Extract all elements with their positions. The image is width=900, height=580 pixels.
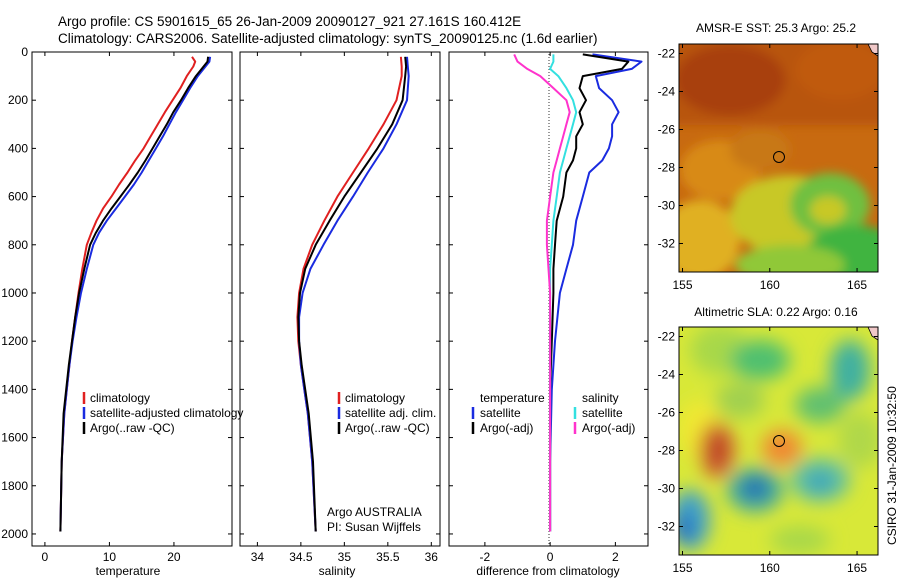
series-line-argo-raw-qc [297,56,408,532]
sst-map-title: AMSR-E SST: 25.3 Argo: 25.2 [696,21,856,35]
sla-heatmap [679,327,878,555]
x-tick-label: 20 [167,550,181,564]
sst-map-frame [678,43,879,273]
sst-map-ticks: 155 160 165 -22 -24 -26 -28 -30 -32 [658,44,878,292]
map-x-tick-label: 155 [672,278,692,292]
map-x-tick-label: 160 [760,278,780,292]
y-tick-label: 400 [8,141,28,155]
map-y-tick-label: -32 [658,237,676,251]
map-y-tick-label: -26 [658,406,676,420]
y-tick-label: 1600 [1,431,28,445]
difference-panel: -2 0 2 difference from climatology tempera… [448,51,649,578]
x-tick-label: 10 [103,550,117,564]
x-tick-label: 34.5 [289,550,313,564]
sla-map-ticks: 155 160 165 -22 -24 -26 -28 -30 -32 [658,327,878,575]
map-x-tick-label: 165 [847,561,867,575]
sla-argo-position-marker [773,435,785,447]
map-x-tick-label: 155 [672,561,692,575]
salinity-legend: climatology satellite adj. clim. Argo(..… [337,391,436,435]
legend-temp-satellite-label: satellite [480,406,521,420]
map-y-tick-label: -22 [658,330,676,344]
sst-map-panel: AMSR-E SST: 25.3 Argo: 25.2 155 160 165 -22… [658,21,879,292]
salinity-x-ticks: 34 34.5 35 35.5 36 [251,52,439,564]
map-y-tick-label: -24 [658,85,676,99]
difference-series [513,53,643,532]
difference-axes-frame [448,51,649,547]
annotation-line-1: Argo AUSTRALIA [327,505,422,519]
sst-argo-position-marker [773,151,785,163]
y-tick-label: 1000 [1,286,28,300]
legend-satellite-label: satellite adj. clim. [345,406,436,420]
difference-legend: temperature satellite Argo(-adj) salinit… [471,391,635,435]
map-y-tick-label: -30 [658,482,676,496]
salinity-panel: 34 34.5 35 35.5 36 salinity climatology sate… [239,51,441,578]
map-x-tick-label: 165 [847,278,867,292]
legend-sal-satellite-label: satellite [582,406,623,420]
annotation-line-2: PI: Susan Wijffels [327,520,421,534]
legend-climatology-label: climatology [90,391,150,405]
temperature-x-label: temperature [96,564,161,578]
legend-climatology-label: climatology [345,391,405,405]
side-credit: CSIRO 31-Jan-2009 10:32:50 [885,386,899,545]
y-tick-label: 800 [8,238,28,252]
temperature-depth-ticks: 0 200 400 600 800 1000 1200 1400 1600 1800 2000 [1,45,232,541]
x-tick-label: 0 [42,550,49,564]
y-tick-label: 1800 [1,479,28,493]
map-y-tick-label: -22 [658,47,676,61]
legend-salinity-title: salinity [582,391,619,405]
x-tick-label: -2 [480,550,491,564]
y-tick-label: 600 [8,190,28,204]
map-y-tick-label: -28 [658,161,676,175]
map-x-tick-label: 160 [760,561,780,575]
sla-map-title: Altimetric SLA: 0.22 Argo: 0.16 [694,305,858,319]
y-tick-label: 1200 [1,334,28,348]
legend-temperature-title: temperature [480,391,545,405]
sla-map-frame [678,326,879,556]
map-y-tick-label: -26 [658,123,676,137]
temperature-axes-frame [31,51,233,547]
salinity-axes-frame [239,51,441,547]
y-tick-label: 200 [8,93,28,107]
y-tick-label: 0 [21,45,28,59]
difference-depth-ticks [449,51,648,535]
legend-temp-argo-label: Argo(-adj) [480,421,533,435]
temperature-x-ticks: 0 10 20 [42,52,181,564]
sla-map-panel: Altimetric SLA: 0.22 Argo: 0.16 [658,305,879,575]
x-tick-label: 2 [612,550,619,564]
x-tick-label: 0 [547,550,554,564]
salinity-x-label: salinity [319,564,356,578]
series-line-salinity-argo-adj [513,53,571,532]
salinity-series [296,56,410,532]
series-line-temperature-argo-adj [549,53,630,532]
x-tick-label: 36 [425,550,439,564]
x-tick-label: 35 [338,550,352,564]
legend-argo-label: Argo(..raw -QC) [90,421,175,435]
difference-x-label: difference from climatology [476,564,619,578]
salinity-depth-ticks [240,51,440,535]
map-y-tick-label: -30 [658,199,676,213]
series-line-satellite-adjusted-climatology [59,56,212,532]
temperature-series [59,56,212,532]
y-tick-label: 1400 [1,382,28,396]
x-tick-label: 34 [251,550,265,564]
map-y-tick-label: -28 [658,444,676,458]
map-y-tick-label: -32 [658,520,676,534]
legend-satellite-label: satellite-adjusted climatology [90,406,243,420]
temperature-legend: climatology satellite-adjusted climatolo… [82,391,243,435]
series-line-temperature-satellite [549,53,643,532]
header-line-1: Argo profile: CS 5901615_65 26-Jan-2009 … [58,14,521,29]
legend-argo-label: Argo(..raw -QC) [345,421,430,435]
difference-x-ticks: -2 0 2 [480,52,619,564]
x-tick-label: 35.5 [376,550,400,564]
legend-sal-argo-label: Argo(-adj) [582,421,635,435]
sst-heatmap [679,44,878,272]
map-y-tick-label: -24 [658,368,676,382]
series-line-satellite-adj-clim [298,56,410,532]
header-line-2: Climatology: CARS2006. Satellite-adjuste… [58,31,598,46]
temperature-panel: 0 200 400 600 800 1000 1200 1400 1600 1800 2000 0 1… [1,45,243,578]
y-tick-label: 2000 [1,527,28,541]
series-line-argo-raw-qc [59,56,210,532]
